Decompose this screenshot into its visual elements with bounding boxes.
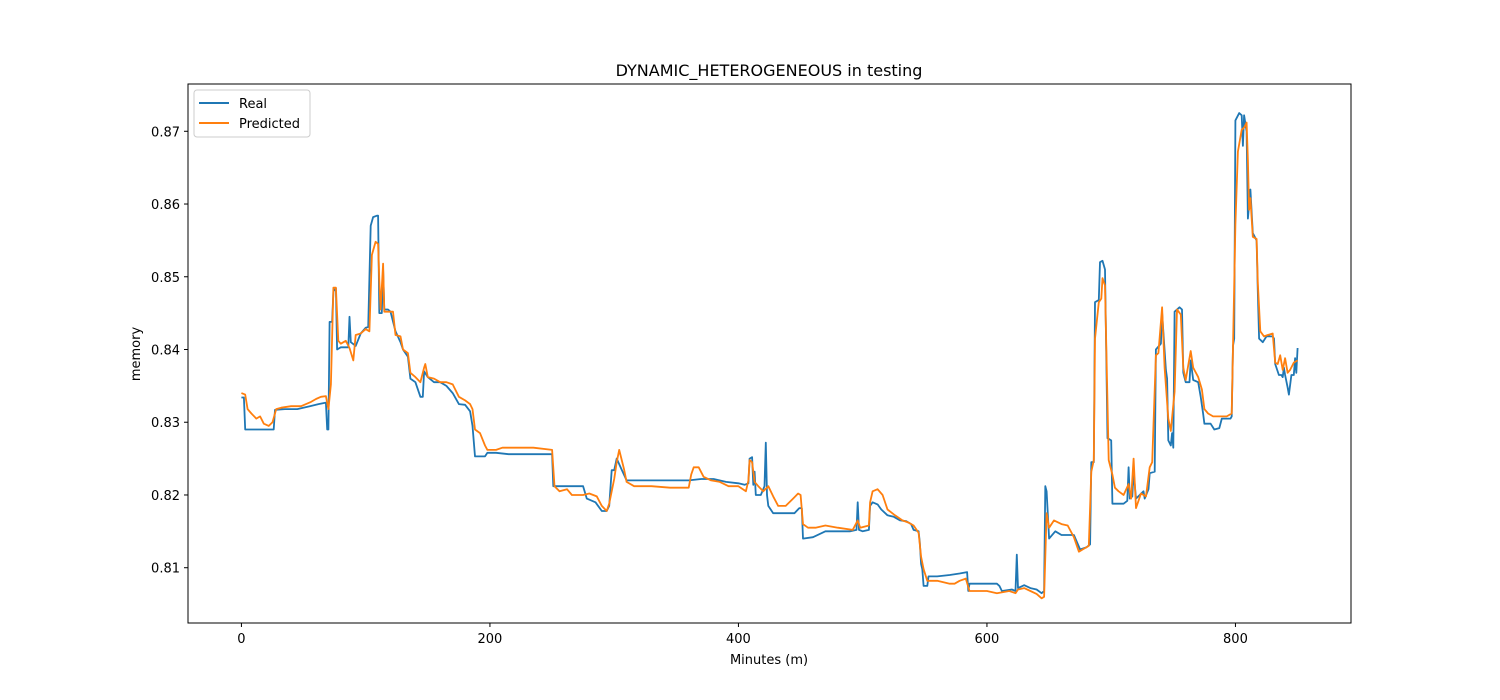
legend-box <box>193 89 311 138</box>
x-tick-label: 800 <box>1223 632 1248 647</box>
y-axis: 0.81 0.82 0.83 0.84 0.85 0.86 0.87 <box>151 125 188 577</box>
x-axis-label: Minutes (m) <box>730 653 808 668</box>
x-tick-label: 200 <box>478 632 503 647</box>
y-tick-label: 0.82 <box>151 489 180 504</box>
y-tick-label: 0.86 <box>151 198 180 213</box>
y-tick-label: 0.85 <box>151 271 180 286</box>
plot-area <box>187 83 1352 624</box>
x-tick-label: 600 <box>975 632 1000 647</box>
plot-frame <box>187 83 1352 624</box>
y-axis-label: memory <box>129 327 144 382</box>
x-tick-label: 400 <box>726 632 751 647</box>
legend-label-real: Real <box>239 97 267 112</box>
chart-title: DYNAMIC_HETEROGENEOUS in testing <box>616 61 923 81</box>
series-group <box>241 112 1299 600</box>
y-tick-label: 0.84 <box>151 343 180 358</box>
x-tick-label: 0 <box>237 632 245 647</box>
y-tick-label: 0.87 <box>151 125 180 140</box>
legend: Real Predicted <box>193 89 311 138</box>
y-tick-label: 0.81 <box>151 562 180 577</box>
legend-label-predicted: Predicted <box>239 117 300 132</box>
y-tick-label: 0.83 <box>151 416 180 431</box>
x-axis: 0 200 400 600 800 <box>237 623 1248 647</box>
series-line-predicted <box>241 121 1299 600</box>
